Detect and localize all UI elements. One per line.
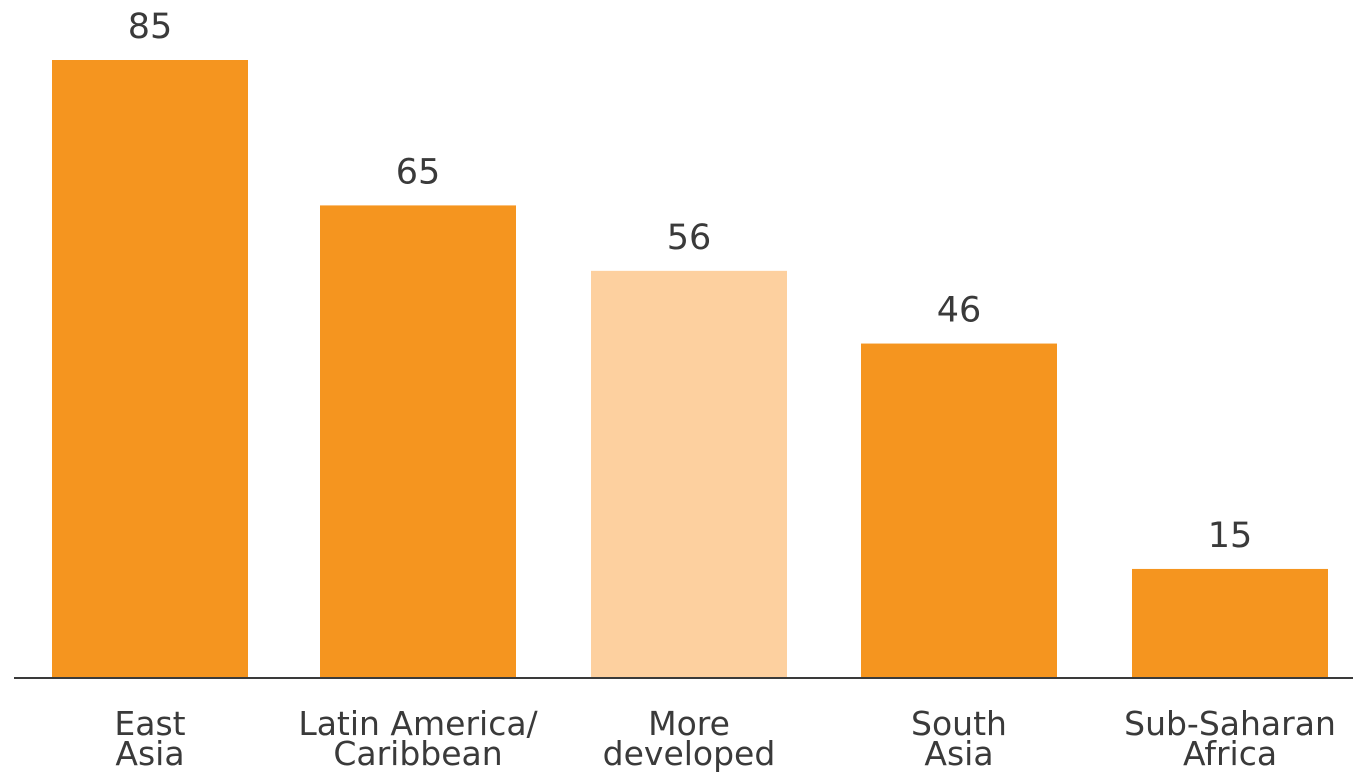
- bar-3: [861, 343, 1057, 678]
- bar-2: [591, 270, 787, 678]
- bar-0: [52, 60, 248, 678]
- value-label-4: 15: [1208, 516, 1253, 556]
- category-label-0-line-0: East: [114, 704, 185, 743]
- bar-4: [1132, 568, 1328, 678]
- category-label-4-line-1: Africa: [1183, 734, 1277, 773]
- bars-group: [52, 60, 1328, 679]
- value-label-3: 46: [937, 291, 982, 331]
- category-label-2-line-0: More: [648, 704, 730, 743]
- value-label-1: 65: [396, 152, 441, 192]
- category-label-1-line-0: Latin America/: [298, 704, 538, 743]
- value-label-2: 56: [667, 218, 712, 258]
- value-label-0: 85: [128, 7, 173, 47]
- category-label-0-line-1: Asia: [115, 734, 184, 773]
- category-label-2-line-1: developed: [603, 734, 776, 773]
- value-labels-group: 85 65 56 46 15: [128, 7, 1253, 556]
- category-label-3-line-0: South: [911, 704, 1007, 743]
- category-label-3-line-1: Asia: [924, 734, 993, 773]
- bar-1: [320, 205, 516, 679]
- category-label-4-line-0: Sub-Saharan: [1124, 704, 1336, 743]
- category-label-1-line-1: Caribbean: [333, 734, 502, 773]
